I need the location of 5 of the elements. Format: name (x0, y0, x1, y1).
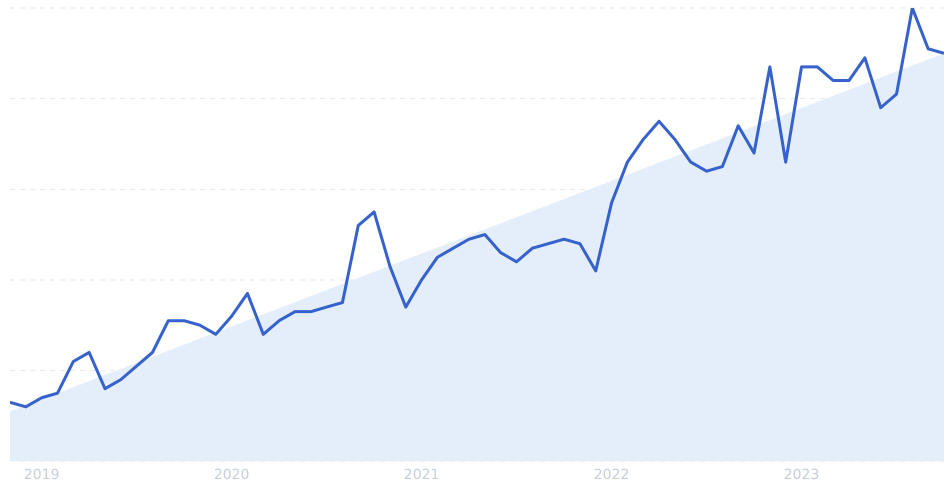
x-tick-label: 2023 (784, 467, 820, 484)
x-tick-label: 2021 (404, 467, 440, 484)
x-tick-label: 2020 (214, 467, 250, 484)
x-tick-label: 2019 (24, 467, 60, 484)
x-tick-label: 2022 (594, 467, 630, 484)
